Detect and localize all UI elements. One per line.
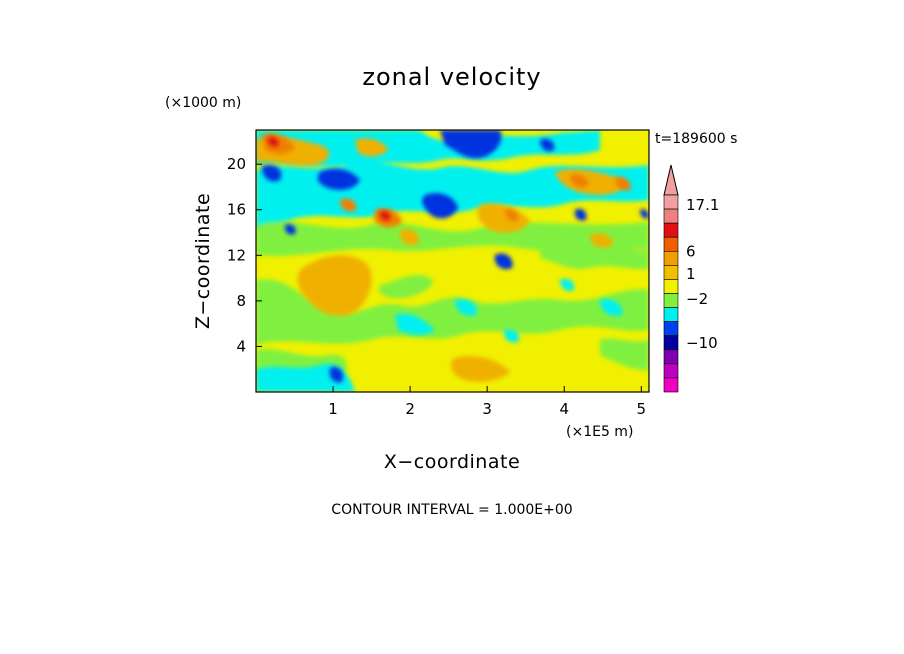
colorbar-arrow — [663, 164, 679, 196]
y-tick-label: 8 — [236, 292, 246, 310]
y-axis-unit: (×1000 m) — [165, 95, 241, 111]
y-tick-label: 12 — [227, 246, 246, 264]
colorbar-segment — [663, 377, 679, 393]
colorbar-segment — [663, 335, 679, 351]
colorbar-segment — [663, 236, 679, 252]
colorbar-segment — [663, 250, 679, 266]
colorbar-segment — [663, 279, 679, 294]
colorbar-label: −2 — [686, 290, 708, 308]
colorbar-segment — [663, 307, 679, 322]
colorbar-segment — [663, 265, 679, 280]
x-tick-label: 3 — [482, 400, 492, 418]
y-axis: 4 8 12 16 20 — [227, 155, 262, 355]
x-axis-unit: (×1E5 m) — [566, 424, 633, 440]
colorbar-segment — [663, 349, 679, 365]
green-regions — [256, 222, 649, 378]
plot-frame — [255, 129, 650, 393]
y-axis-label: Z−coordinate — [192, 193, 214, 329]
y-tick-label: 20 — [227, 155, 246, 173]
colorbar-label: 1 — [686, 265, 696, 283]
time-label: t=189600 s — [655, 131, 737, 147]
x-axis: 1 2 3 4 5 — [328, 386, 646, 418]
colorbar-segment — [663, 222, 679, 238]
x-tick-label: 5 — [637, 400, 647, 418]
red-regions — [267, 137, 391, 221]
colorbar-segment — [663, 293, 679, 308]
x-tick-label: 1 — [328, 400, 338, 418]
y-tick-label: 4 — [236, 337, 246, 355]
colorbar-segment — [663, 208, 679, 224]
x-axis-label: X−coordinate — [384, 451, 520, 473]
colorbar-label: −10 — [686, 334, 718, 352]
y-tick-label: 16 — [227, 201, 246, 219]
blue-regions — [262, 130, 649, 383]
colorbar-segment — [663, 194, 679, 210]
contour-interval-note: CONTOUR INTERVAL = 1.000E+00 — [331, 502, 572, 518]
contour-field — [256, 130, 649, 392]
chart-title: zonal velocity — [362, 63, 541, 91]
colorbar-label: 6 — [686, 242, 696, 260]
x-tick-label: 2 — [405, 400, 415, 418]
colorbar-label: 17.1 — [686, 196, 719, 214]
colorbar: 17.1 6 1 −2 −10 — [663, 164, 719, 393]
colorbar-segment — [663, 363, 679, 379]
colorbar-segment — [663, 321, 679, 337]
x-tick-label: 4 — [559, 400, 569, 418]
